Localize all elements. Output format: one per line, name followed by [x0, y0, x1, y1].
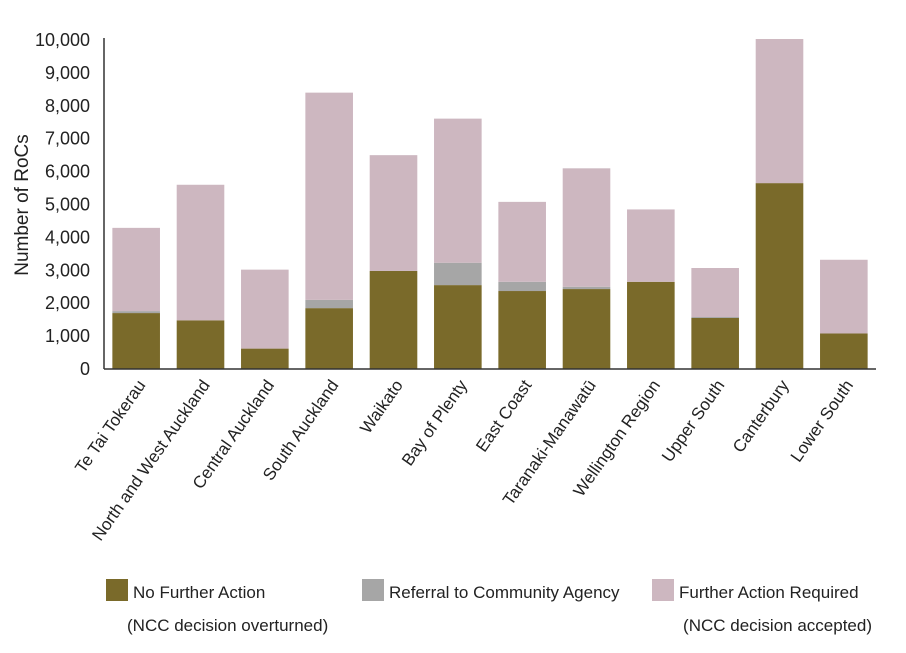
y-axis-title: Number of RoCs: [12, 134, 33, 276]
legend-sublabel: (NCC decision accepted): [683, 616, 872, 635]
legend-swatch: [362, 579, 384, 601]
bar-further-action: [627, 209, 675, 282]
y-tick-label: 5,000: [45, 195, 90, 215]
legend-label: Further Action Required: [679, 583, 859, 602]
legend-swatch: [106, 579, 128, 601]
y-axis-ticks: 0 1,000 2,000 3,000 4,000 5,000 6,000 7,000 8,00…: [35, 30, 90, 379]
legend-swatch: [652, 579, 674, 601]
x-tick-label: Waikato: [356, 376, 406, 437]
bar-no-further-action: [820, 333, 868, 369]
bar-referral: [112, 311, 160, 314]
bar-no-further-action: [305, 308, 353, 369]
bar-no-further-action: [369, 270, 418, 369]
bar-further-action: [498, 201, 546, 282]
y-tick-label: 3,000: [45, 260, 90, 280]
y-tick-label: 6,000: [45, 162, 90, 182]
y-tick-label: 9,000: [45, 63, 90, 83]
bar-referral: [691, 317, 739, 319]
bar-further-action: [691, 267, 739, 318]
bars: [112, 39, 868, 369]
bar-referral: [498, 281, 546, 292]
bar-no-further-action: [112, 313, 160, 369]
bar-no-further-action: [498, 291, 546, 369]
bar-referral: [305, 299, 353, 309]
axes: [103, 38, 876, 370]
legend: No Further Action (NCC decision overturne…: [106, 579, 872, 635]
bar-no-further-action: [562, 289, 611, 369]
bar-further-action: [305, 92, 353, 300]
legend-label: No Further Action: [133, 583, 265, 602]
x-tick-label: North and West Auckland: [88, 376, 213, 544]
x-tick-label: East Coast: [472, 376, 535, 455]
bar-no-further-action: [691, 318, 739, 369]
bar-no-further-action: [241, 348, 289, 369]
bar-further-action: [176, 184, 225, 321]
y-tick-label: 8,000: [45, 96, 90, 116]
x-tick-label: Bay of Plenty: [398, 376, 471, 469]
bar-further-action: [241, 269, 289, 349]
bar-referral: [434, 262, 482, 286]
y-tick-label: 1,000: [45, 326, 90, 346]
bar-further-action: [369, 155, 418, 271]
x-tick-label: Upper South: [658, 376, 728, 465]
y-tick-label: 7,000: [45, 129, 90, 149]
y-tick-label: 10,000: [35, 30, 90, 50]
bar-referral: [562, 286, 611, 290]
bar-further-action: [112, 227, 160, 312]
bar-further-action: [562, 168, 611, 287]
bar-further-action: [820, 259, 868, 334]
bar-further-action: [755, 39, 804, 184]
bar-no-further-action: [176, 320, 225, 369]
bar-further-action: [434, 118, 482, 263]
bar-no-further-action: [755, 183, 804, 369]
bar-no-further-action: [627, 281, 675, 369]
x-tick-label: Lower South: [787, 376, 857, 465]
legend-label: Referral to Community Agency: [389, 583, 620, 602]
x-tick-label: Canterbury: [729, 376, 793, 456]
y-tick-label: 2,000: [45, 293, 90, 313]
bar-no-further-action: [434, 285, 482, 369]
y-tick-label: 4,000: [45, 227, 90, 247]
y-tick-label: 0: [80, 359, 90, 379]
legend-sublabel: (NCC decision overturned): [127, 616, 328, 635]
